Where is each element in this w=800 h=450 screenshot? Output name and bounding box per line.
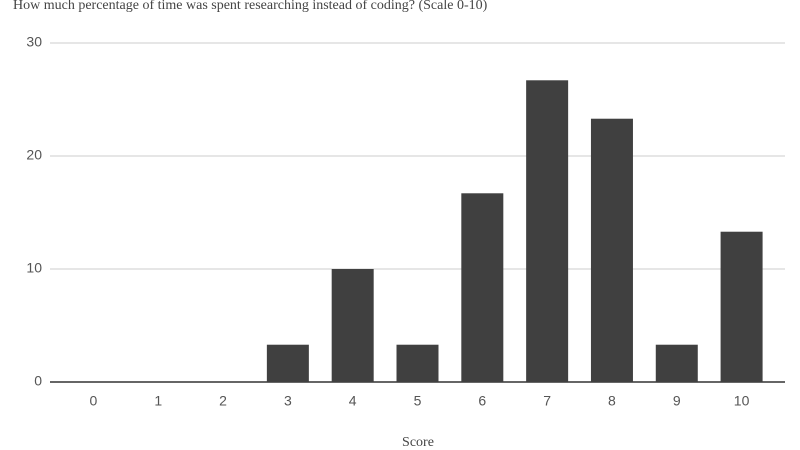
bar xyxy=(655,344,698,382)
x-tick-label: 1 xyxy=(154,393,162,409)
x-tick-label: 10 xyxy=(734,393,750,409)
y-tick-label: 0 xyxy=(34,373,42,389)
x-tick-label: 5 xyxy=(414,393,422,409)
x-tick-label: 9 xyxy=(673,393,681,409)
chart-title: How much percentage of time was spent re… xyxy=(13,0,488,13)
x-tick-label: 8 xyxy=(608,393,616,409)
bar xyxy=(331,269,374,382)
y-tick-label: 10 xyxy=(26,260,42,276)
bar xyxy=(526,80,569,382)
bar xyxy=(720,231,763,382)
bar xyxy=(461,193,504,382)
x-tick-label: 0 xyxy=(90,393,98,409)
bar xyxy=(396,344,439,382)
x-tick-label: 6 xyxy=(478,393,486,409)
bar xyxy=(266,344,309,382)
x-tick-label: 2 xyxy=(219,393,227,409)
x-axis-label: Score xyxy=(402,435,434,450)
y-tick-label: 30 xyxy=(26,34,42,50)
bar xyxy=(590,118,633,383)
x-tick-label: 3 xyxy=(284,393,292,409)
x-tick-label: 4 xyxy=(349,393,357,409)
x-tick-label: 7 xyxy=(543,393,551,409)
y-tick-label: 20 xyxy=(26,147,42,163)
